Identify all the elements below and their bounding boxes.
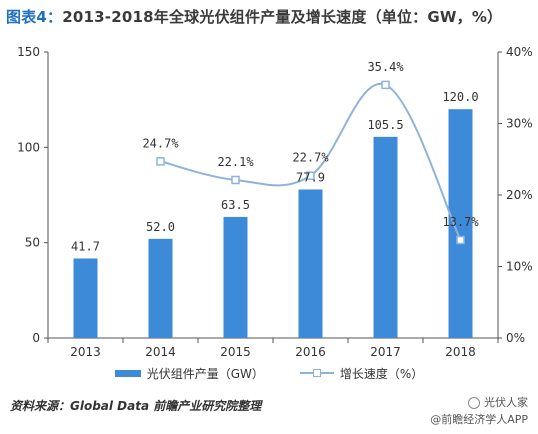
brand-name: 光伏人家 bbox=[484, 396, 528, 409]
bar bbox=[148, 238, 173, 338]
y-right-tick-label: 0% bbox=[506, 331, 525, 345]
wechat-icon bbox=[468, 396, 480, 409]
brand-row-2: @前瞻经济学人APP bbox=[430, 411, 528, 428]
y-left-tick-label: 100 bbox=[17, 140, 40, 154]
x-tick-label: 2014 bbox=[145, 345, 176, 359]
x-tick-label: 2018 bbox=[445, 345, 476, 359]
bar bbox=[448, 109, 473, 338]
legend-bar-label: 光伏组件产量（GW） bbox=[146, 366, 264, 381]
growth-point bbox=[156, 157, 165, 166]
chart-legend: 光伏组件产量（GW） 增长速度（%） bbox=[0, 362, 538, 384]
y-right-tick-label: 20% bbox=[506, 188, 533, 202]
legend-bar-swatch bbox=[114, 369, 141, 377]
bar bbox=[373, 136, 398, 338]
brand-app: @前瞻经济学人APP bbox=[430, 413, 528, 426]
growth-point bbox=[231, 175, 240, 185]
chart-title-text: 2013-2018年全球光伏组件产量及增长速度（单位：GW，%） bbox=[62, 8, 503, 26]
x-tick-label: 2013 bbox=[70, 345, 101, 359]
bar bbox=[223, 216, 248, 338]
growth-value-label: 35.4% bbox=[367, 60, 404, 74]
x-tick-label: 2016 bbox=[295, 345, 326, 359]
growth-value-label: 24.7% bbox=[142, 136, 179, 150]
source-note: 资料来源：Global Data 前瞻产业研究院整理 bbox=[10, 399, 262, 413]
growth-value-label: 13.7% bbox=[442, 215, 479, 229]
y-left-tick-label: 50 bbox=[25, 236, 40, 250]
bar-value-label: 52.0 bbox=[146, 220, 175, 234]
growth-point bbox=[456, 235, 465, 245]
chart-title: 图表4：2013-2018年全球光伏组件产量及增长速度（单位：GW，%） bbox=[6, 6, 502, 27]
bar-value-label: 105.5 bbox=[367, 118, 403, 132]
y-right-tick-label: 40% bbox=[506, 45, 533, 59]
data-labels: 41.7 52.0 63.5 77.9 105.5 120.0 24.7% 22.1% 22.7… bbox=[71, 60, 479, 254]
x-tick-label: 2015 bbox=[220, 345, 251, 359]
growth-point bbox=[381, 80, 390, 90]
bar-value-label: 120.0 bbox=[442, 90, 478, 104]
y-right-tick-label: 10% bbox=[506, 260, 533, 274]
growth-value-label: 22.1% bbox=[217, 155, 254, 169]
y-left-tick-label: 0 bbox=[32, 331, 40, 345]
growth-line bbox=[160, 82, 462, 241]
line-series bbox=[156, 80, 465, 245]
legend-item-growth: 增长速度（%） bbox=[299, 365, 424, 382]
brand-row-1: 光伏人家 bbox=[430, 394, 528, 411]
x-tick-label: 2017 bbox=[370, 345, 401, 359]
chart-title-prefix: 图表4： bbox=[6, 8, 63, 26]
growth-value-label: 22.7% bbox=[292, 151, 329, 165]
bar bbox=[73, 258, 98, 338]
watermark-brand: 光伏人家 @前瞻经济学人APP bbox=[430, 394, 528, 428]
growth-point bbox=[306, 171, 315, 180]
legend-line-swatch bbox=[299, 368, 334, 378]
y-left-tick-label: 150 bbox=[17, 45, 40, 59]
y-right-tick-label: 30% bbox=[506, 117, 533, 131]
bar-value-label: 77.9 bbox=[296, 170, 325, 184]
bar bbox=[298, 189, 323, 338]
bar-value-label: 63.5 bbox=[221, 198, 250, 212]
bar-value-label: 41.7 bbox=[71, 239, 100, 253]
chart-axes: 0 50 100 150 0% 10% 20% 30% 40% 2013 2014 2015 2016 2… bbox=[17, 45, 533, 359]
legend-item-output: 光伏组件产量（GW） bbox=[114, 365, 264, 382]
legend-line-label: 增长速度（%） bbox=[339, 366, 424, 381]
bar-series bbox=[73, 109, 473, 338]
